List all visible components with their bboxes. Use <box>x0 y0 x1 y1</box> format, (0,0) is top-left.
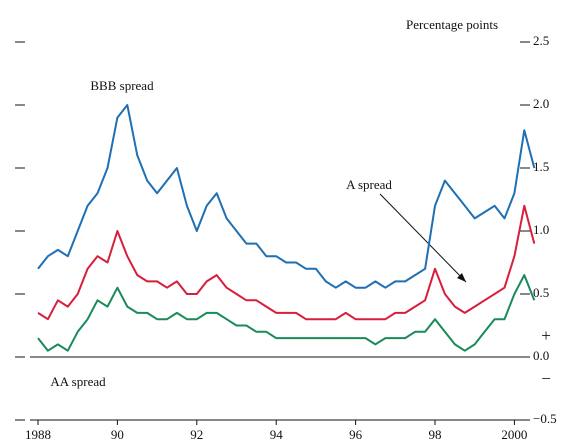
y-tick-label: 2.5 <box>533 33 549 48</box>
x-tick-label: 92 <box>190 427 203 442</box>
annotation: A spread <box>346 177 392 192</box>
x-tick-label: 90 <box>111 427 124 442</box>
x-tick-label: 1988 <box>25 427 51 442</box>
annotation: − <box>541 369 551 388</box>
annotation: AA spread <box>50 374 106 389</box>
series-line <box>37 104 536 289</box>
x-tick-label: 96 <box>349 427 363 442</box>
annotation: BBB spread <box>90 78 154 93</box>
annotation-arrow <box>379 193 467 283</box>
y-tick-label: 0.0 <box>533 348 549 363</box>
x-tick-label: 94 <box>270 427 284 442</box>
x-tick-label: 98 <box>429 427 442 442</box>
annotation: + <box>541 326 551 345</box>
series-line <box>37 274 536 352</box>
y-tick-label: −0.5 <box>533 411 557 426</box>
arrow-head <box>457 273 466 282</box>
axis-label: Percentage points <box>406 17 498 32</box>
series-line <box>37 204 536 321</box>
y-tick-label: 1.0 <box>533 222 549 237</box>
x-tick-label: 2000 <box>501 427 527 442</box>
y-tick-label: 0.5 <box>533 285 549 300</box>
y-tick-label: 2.0 <box>533 96 549 111</box>
y-tick-label: 1.5 <box>533 159 549 174</box>
